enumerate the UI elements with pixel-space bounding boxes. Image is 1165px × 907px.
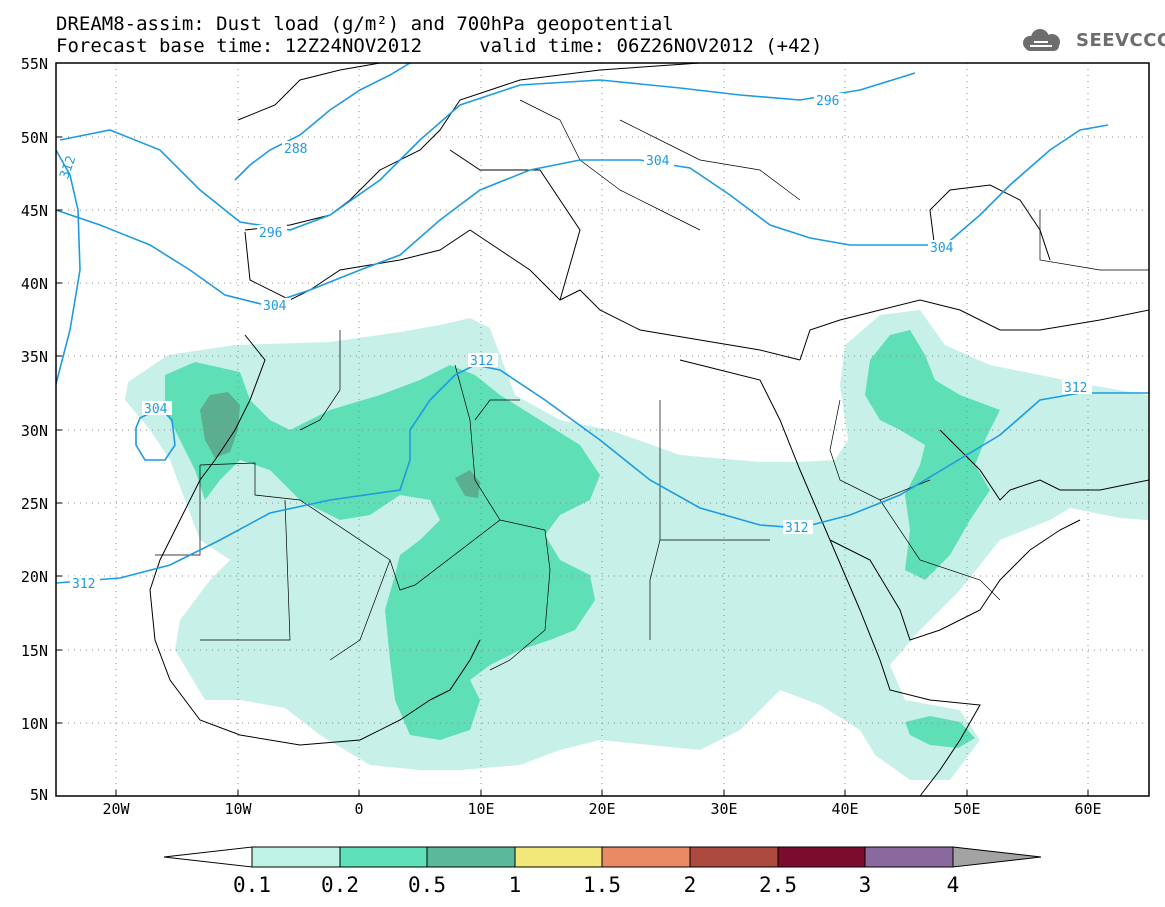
lat-label: 5N: [29, 786, 48, 804]
colorbar-label: 0.2: [321, 873, 359, 897]
colorbar-label: 2.5: [759, 873, 797, 897]
contour-labels: 288 296 296 304 304 304 304 312 312 312 …: [57, 93, 1092, 592]
colorbar-under-arrow: [163, 846, 253, 868]
colorbar-over-arrow: [952, 846, 1042, 868]
lat-label: 30N: [20, 422, 48, 440]
colorbar-bin: [777, 846, 866, 868]
lon-label: 10E: [467, 800, 495, 818]
colorbar-bin: [601, 846, 691, 868]
contour-label: 312: [72, 577, 95, 592]
colorbar-label: 3: [858, 873, 872, 897]
geopotential-contours: [56, 63, 1149, 584]
contour-label: 304: [263, 299, 287, 314]
contour-label: 288: [284, 142, 307, 157]
contour-label: 304: [144, 402, 168, 417]
contour-label: 296: [816, 94, 839, 109]
colorbar-bin: [514, 846, 603, 868]
colorbar-label: 4: [946, 873, 960, 897]
contour-label: 296: [259, 226, 282, 241]
lat-label: 35N: [20, 348, 48, 366]
map-title: DREAM8-assim: Dust load (g/m²) and 700hP…: [56, 13, 674, 35]
contour-288: [234, 63, 411, 181]
colorbar-label: 1: [508, 873, 522, 897]
dust-area-medium-arabia: [865, 330, 1000, 580]
colorbar: [163, 846, 1042, 868]
lon-label: 30E: [710, 800, 738, 818]
contour-label: 312: [785, 521, 808, 536]
colorbar-label: 0.5: [408, 873, 446, 897]
contour-312-west: [56, 149, 81, 385]
colorbar-bin: [689, 846, 779, 868]
graticule: [56, 63, 1149, 796]
seevccc-logo-text: SEEVCCC: [1076, 30, 1165, 51]
dust-area-medium-horn: [905, 716, 975, 748]
colorbar-label: 1.5: [583, 873, 621, 897]
cloud-logo-icon: [1023, 29, 1060, 51]
lat-label: 10N: [20, 715, 48, 733]
colorbar-bin: [864, 846, 954, 868]
contour-312: [56, 364, 1149, 584]
lon-label: 20W: [102, 800, 130, 818]
colorbar-label: 2: [683, 873, 697, 897]
lon-label: 10W: [224, 800, 252, 818]
lon-label: 60E: [1074, 800, 1102, 818]
contour-296-west: [59, 72, 916, 231]
axis-ticks: [56, 62, 1089, 796]
lon-label: 40E: [831, 800, 859, 818]
lon-label: 0: [354, 800, 364, 818]
lat-label: 20N: [20, 568, 48, 586]
contour-label: 304: [930, 241, 954, 256]
lon-label: 20E: [588, 800, 616, 818]
contour-label: 304: [646, 154, 670, 169]
contour-label: 312: [470, 354, 493, 369]
map-subtitle: Forecast base time: 12Z24NOV2012 valid t…: [56, 35, 823, 57]
contour-304-west: [56, 124, 1109, 306]
contour-label: 312: [1064, 381, 1087, 396]
colorbar-bin: [339, 846, 428, 868]
coastlines: [149, 63, 1149, 796]
lon-label: 50E: [953, 800, 981, 818]
colorbar-bin: [251, 846, 341, 868]
dust-area-medium-sahara: [165, 362, 600, 740]
dust-load-fields: [125, 310, 1148, 780]
lat-label: 25N: [20, 495, 48, 513]
lat-label: 50N: [20, 129, 48, 147]
dust-area-dense-west: [200, 392, 240, 458]
country-borders: [155, 99, 1149, 671]
colorbar-bin: [426, 846, 516, 868]
lat-label: 15N: [20, 642, 48, 660]
dust-area-light: [125, 310, 1148, 780]
lat-label: 40N: [20, 275, 48, 293]
dust-area-dense-sahara: [455, 470, 480, 498]
lat-label: 45N: [20, 202, 48, 220]
colorbar-label: 0.1: [233, 873, 271, 897]
lat-label: 55N: [20, 55, 48, 73]
